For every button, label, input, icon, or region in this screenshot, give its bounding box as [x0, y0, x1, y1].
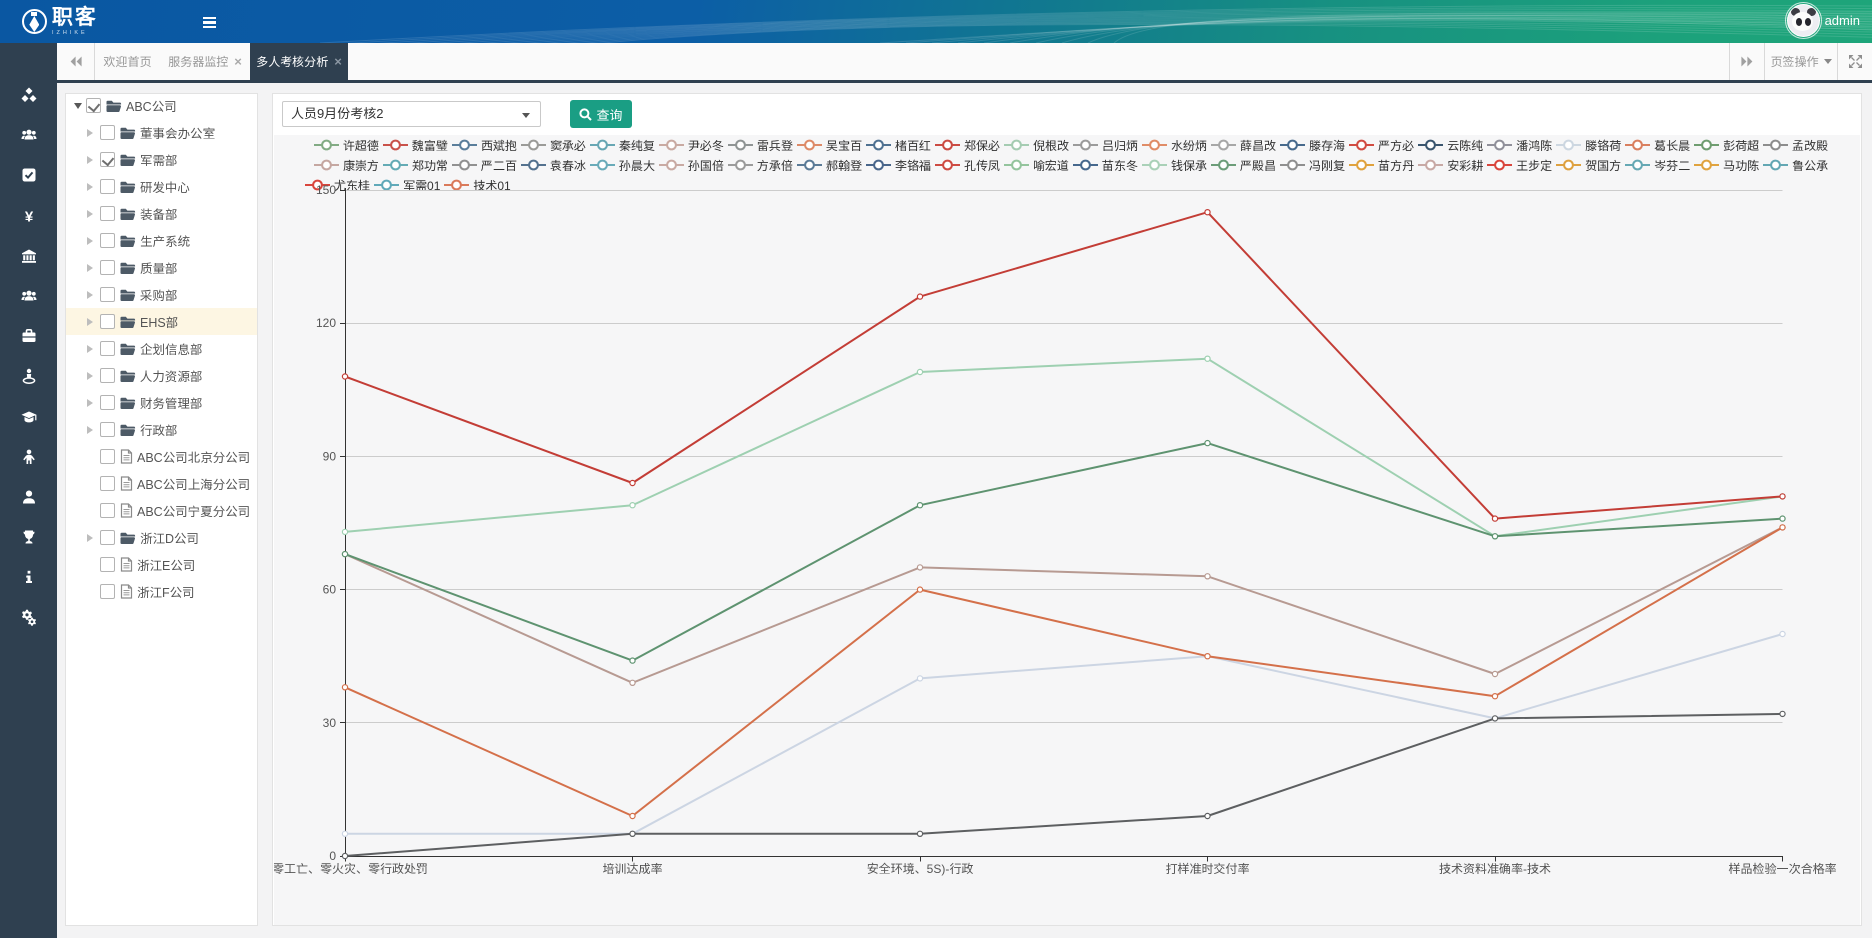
svg-text:150: 150	[316, 183, 336, 197]
svg-text:¥: ¥	[25, 209, 34, 225]
svg-text:培训达成率: 培训达成率	[602, 862, 662, 876]
svg-text:打样准时交付率: 打样准时交付率	[1165, 862, 1249, 876]
svg-text:样品检验一次合格率: 样品检验一次合格率	[1728, 862, 1836, 876]
svg-text:零工亡、零火灾、零行政处罚: 零工亡、零火灾、零行政处罚	[274, 862, 428, 876]
svg-text:安全环境、5S)-行政: 安全环境、5S)-行政	[867, 862, 974, 876]
svg-text:30: 30	[323, 716, 337, 730]
svg-text:0: 0	[329, 849, 336, 863]
svg-text:90: 90	[323, 449, 337, 463]
svg-text:60: 60	[323, 583, 337, 597]
svg-text:120: 120	[316, 316, 336, 330]
svg-text:技术资料准确率-技术: 技术资料准确率-技术	[1439, 862, 1552, 876]
